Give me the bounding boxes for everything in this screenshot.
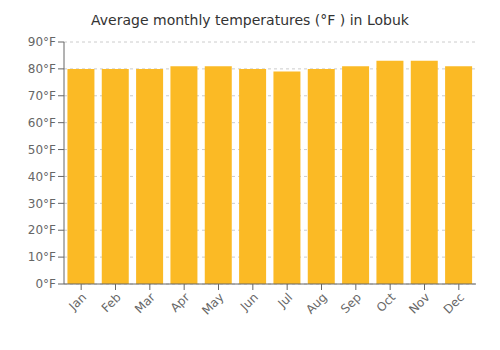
svg-text:40°F: 40°F bbox=[28, 170, 56, 184]
svg-text:50°F: 50°F bbox=[28, 143, 56, 157]
svg-text:60°F: 60°F bbox=[28, 116, 56, 130]
svg-text:Nov: Nov bbox=[406, 290, 432, 316]
svg-text:Jul: Jul bbox=[274, 290, 295, 311]
svg-text:20°F: 20°F bbox=[28, 223, 56, 237]
svg-text:Mar: Mar bbox=[132, 290, 158, 316]
svg-text:Aug: Aug bbox=[303, 290, 329, 316]
svg-text:70°F: 70°F bbox=[28, 89, 56, 103]
svg-text:0°F: 0°F bbox=[35, 277, 56, 291]
svg-text:90°F: 90°F bbox=[28, 35, 56, 49]
html-text:Average monthly temperatures (: Average monthly temperatures (°F ) in Lo… bbox=[91, 12, 409, 28]
svg-text:Dec: Dec bbox=[441, 290, 467, 316]
svg-text:Jun: Jun bbox=[237, 290, 261, 314]
svg-text:May: May bbox=[199, 290, 226, 317]
svg-text:Feb: Feb bbox=[99, 290, 124, 315]
svg-text:Oct: Oct bbox=[374, 290, 399, 315]
svg-text:Sep: Sep bbox=[338, 290, 364, 316]
svg-text:80°F: 80°F bbox=[28, 62, 56, 76]
svg-text:Apr: Apr bbox=[168, 290, 193, 315]
svg-text:10°F: 10°F bbox=[28, 250, 56, 264]
svg-text:30°F: 30°F bbox=[28, 197, 56, 211]
svg-text:Jan: Jan bbox=[66, 290, 90, 314]
